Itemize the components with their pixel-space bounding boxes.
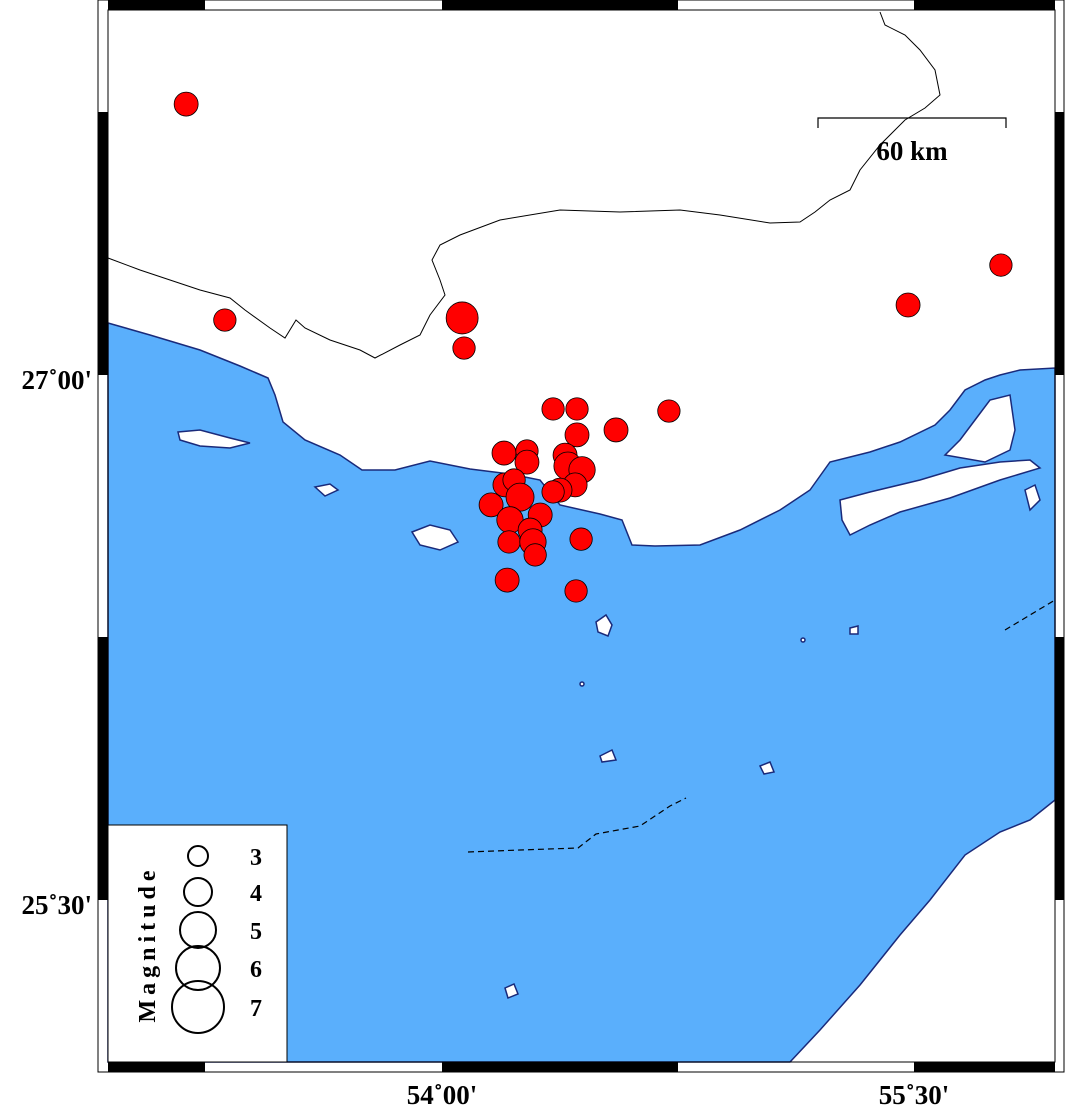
land-boundary bbox=[107, 11, 941, 359]
earthquake-event bbox=[989, 253, 1013, 277]
earthquake-event bbox=[541, 480, 565, 504]
legend-symbol bbox=[171, 980, 225, 1034]
maritime-boundary bbox=[467, 599, 1056, 853]
axis-labels: 54˚00' 55˚30' 27˚00' 25˚30' bbox=[22, 365, 950, 1110]
sea bbox=[107, 322, 1056, 1063]
earthquake-event bbox=[523, 543, 547, 567]
legend-symbol bbox=[183, 877, 213, 907]
legend-label: 5 bbox=[250, 919, 262, 945]
frame-segment bbox=[98, 637, 108, 900]
earthquake-event bbox=[569, 527, 593, 551]
frame-segment bbox=[914, 0, 1055, 10]
earthquake-event bbox=[514, 449, 540, 475]
earthquake-event bbox=[478, 492, 504, 518]
frame-segment bbox=[108, 0, 205, 10]
scale-bar-label: 60 km bbox=[876, 136, 948, 166]
scale-bar: 60 km bbox=[817, 117, 1007, 166]
earthquake-event bbox=[564, 422, 590, 448]
frame-segment bbox=[914, 1062, 1055, 1072]
earthquake-event bbox=[603, 417, 629, 443]
earthquake-event bbox=[895, 292, 921, 318]
earthquake-event bbox=[497, 530, 521, 554]
earthquake-event bbox=[452, 336, 476, 360]
frame-segment bbox=[1055, 637, 1064, 900]
earthquake-event bbox=[173, 91, 199, 117]
longitude-label: 55˚30' bbox=[879, 1080, 950, 1110]
earthquake-event bbox=[491, 440, 517, 466]
earthquake-events bbox=[173, 91, 1013, 603]
earthquake-event bbox=[445, 301, 479, 335]
earthquake-event bbox=[657, 399, 681, 423]
islands bbox=[177, 429, 1041, 1000]
legend-label: 7 bbox=[250, 996, 262, 1022]
map-frame bbox=[97, 0, 1065, 1073]
legend-symbol bbox=[187, 845, 209, 867]
earthquake-event bbox=[213, 308, 237, 332]
legend-symbol bbox=[179, 911, 217, 949]
earthquake-event bbox=[494, 567, 520, 593]
frame-segment bbox=[1055, 112, 1064, 375]
frame-segment bbox=[442, 0, 678, 10]
legend-label: 3 bbox=[250, 845, 262, 871]
peninsula-land bbox=[943, 394, 1016, 463]
earthquake-event bbox=[565, 397, 589, 421]
earthquake-event bbox=[564, 579, 588, 603]
longitude-label: 54˚00' bbox=[407, 1080, 478, 1110]
frame-segment bbox=[108, 1062, 205, 1072]
latitude-label: 27˚00' bbox=[22, 365, 93, 395]
legend-label: 4 bbox=[250, 881, 262, 907]
legend-symbol bbox=[175, 945, 221, 991]
legend-title: Magnitude bbox=[135, 865, 161, 1022]
qeshm-island bbox=[839, 459, 1042, 536]
legend-label: 6 bbox=[250, 957, 262, 983]
frame-segment bbox=[98, 112, 108, 375]
frame-segment bbox=[442, 1062, 678, 1072]
legend: Magnitude 3 4 5 6 7 bbox=[107, 824, 288, 1063]
latitude-label: 25˚30' bbox=[22, 890, 93, 920]
earthquake-event bbox=[541, 397, 565, 421]
